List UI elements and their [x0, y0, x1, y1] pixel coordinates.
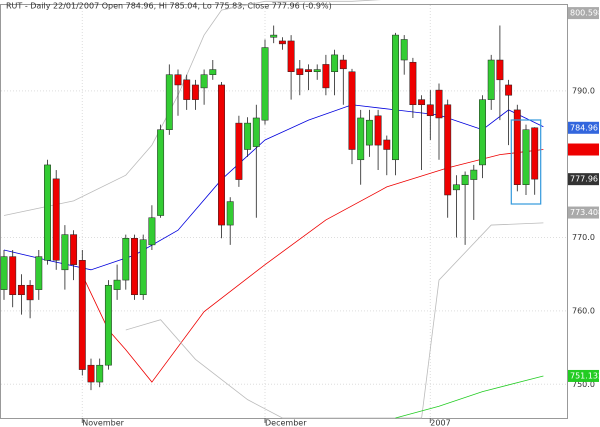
candle-body [505, 84, 513, 96]
marker-label: 784.961 [570, 123, 600, 132]
candle-body [278, 40, 286, 45]
candle-body [313, 69, 321, 73]
candle-body [17, 284, 25, 296]
candle-body [252, 117, 260, 147]
candle-body [218, 84, 225, 226]
candle-body [139, 239, 147, 296]
chart-title: RUT - Daily 22/01/2007 Open 784.96, Hi 7… [6, 2, 332, 11]
candle-body [9, 256, 17, 296]
candle-body [261, 47, 269, 121]
candle-body [52, 178, 60, 261]
marker-label: 751.132 [570, 371, 600, 380]
candle-body [235, 122, 243, 180]
candle-body [26, 284, 34, 301]
marker-box [568, 206, 599, 219]
candle-body [70, 234, 78, 265]
candle-body [131, 238, 138, 296]
candle-body [183, 79, 191, 100]
candle-body [339, 59, 347, 70]
y-tick-label: 760.0 [572, 306, 595, 315]
x-tick-label: 2007 [430, 419, 450, 427]
candle-body [487, 59, 495, 100]
candle-body [78, 260, 86, 370]
candle-body [452, 184, 460, 191]
candle-body [44, 164, 51, 261]
candle-body [461, 174, 469, 185]
marker-label: 773.408 [570, 208, 600, 217]
plot-frame [0, 4, 568, 419]
candle-body [226, 201, 234, 226]
candle-body [113, 279, 121, 290]
candle-body [444, 104, 452, 196]
candle-body [122, 238, 130, 281]
candle-body [374, 115, 382, 146]
candle-body [435, 89, 443, 119]
candle-body [191, 84, 199, 100]
x-tick-label: November [82, 419, 124, 427]
indicator-line [81, 149, 544, 383]
candle-body [348, 71, 356, 150]
indicator-line [3, 104, 544, 271]
candle-body [157, 129, 165, 216]
candle-body [305, 69, 312, 73]
candle-body [365, 119, 373, 146]
marker-box [568, 143, 599, 156]
candle-body [0, 256, 8, 290]
candle-body [96, 364, 104, 383]
candle-body [496, 59, 504, 81]
candle-body [296, 68, 304, 75]
candle-body [287, 40, 295, 73]
marker-label: 777.96 [570, 175, 598, 184]
marker-box [568, 7, 599, 20]
indicator-line [125, 222, 544, 419]
candle-body [35, 256, 43, 290]
candle-body [331, 54, 339, 73]
candle-body [531, 127, 539, 180]
candle-body [104, 284, 112, 366]
highlight-box [510, 119, 542, 205]
candle-body [479, 99, 486, 166]
candle-body [383, 139, 391, 150]
candle-body [87, 364, 95, 383]
candle-body [270, 34, 278, 38]
y-tick-label: 750.0 [572, 380, 595, 389]
candle-body [200, 74, 208, 89]
candle-body [357, 117, 365, 161]
candle-body [392, 34, 399, 161]
candle-body [244, 122, 252, 150]
candle-body [522, 129, 530, 185]
candle-body [165, 74, 173, 130]
indicator-line [3, 0, 382, 216]
candle-body [400, 39, 408, 61]
marker-label: 800.598 [570, 9, 600, 18]
y-tick-label: 790.0 [572, 86, 595, 95]
y-tick-label: 770.0 [572, 233, 595, 242]
candle-body [209, 69, 217, 75]
candle-body [513, 109, 521, 185]
marker-box [568, 369, 599, 382]
candle-body [418, 99, 426, 106]
candle-body [61, 234, 69, 271]
candle-body [174, 74, 182, 86]
indicator-line [395, 375, 544, 419]
candle-body [470, 169, 478, 180]
marker-box [568, 173, 599, 186]
candle-body [409, 61, 417, 106]
candle-body [148, 217, 156, 246]
candle-body [322, 64, 330, 89]
marker-box [568, 121, 599, 134]
x-tick-label: December [265, 419, 307, 427]
candle-body [426, 104, 434, 117]
